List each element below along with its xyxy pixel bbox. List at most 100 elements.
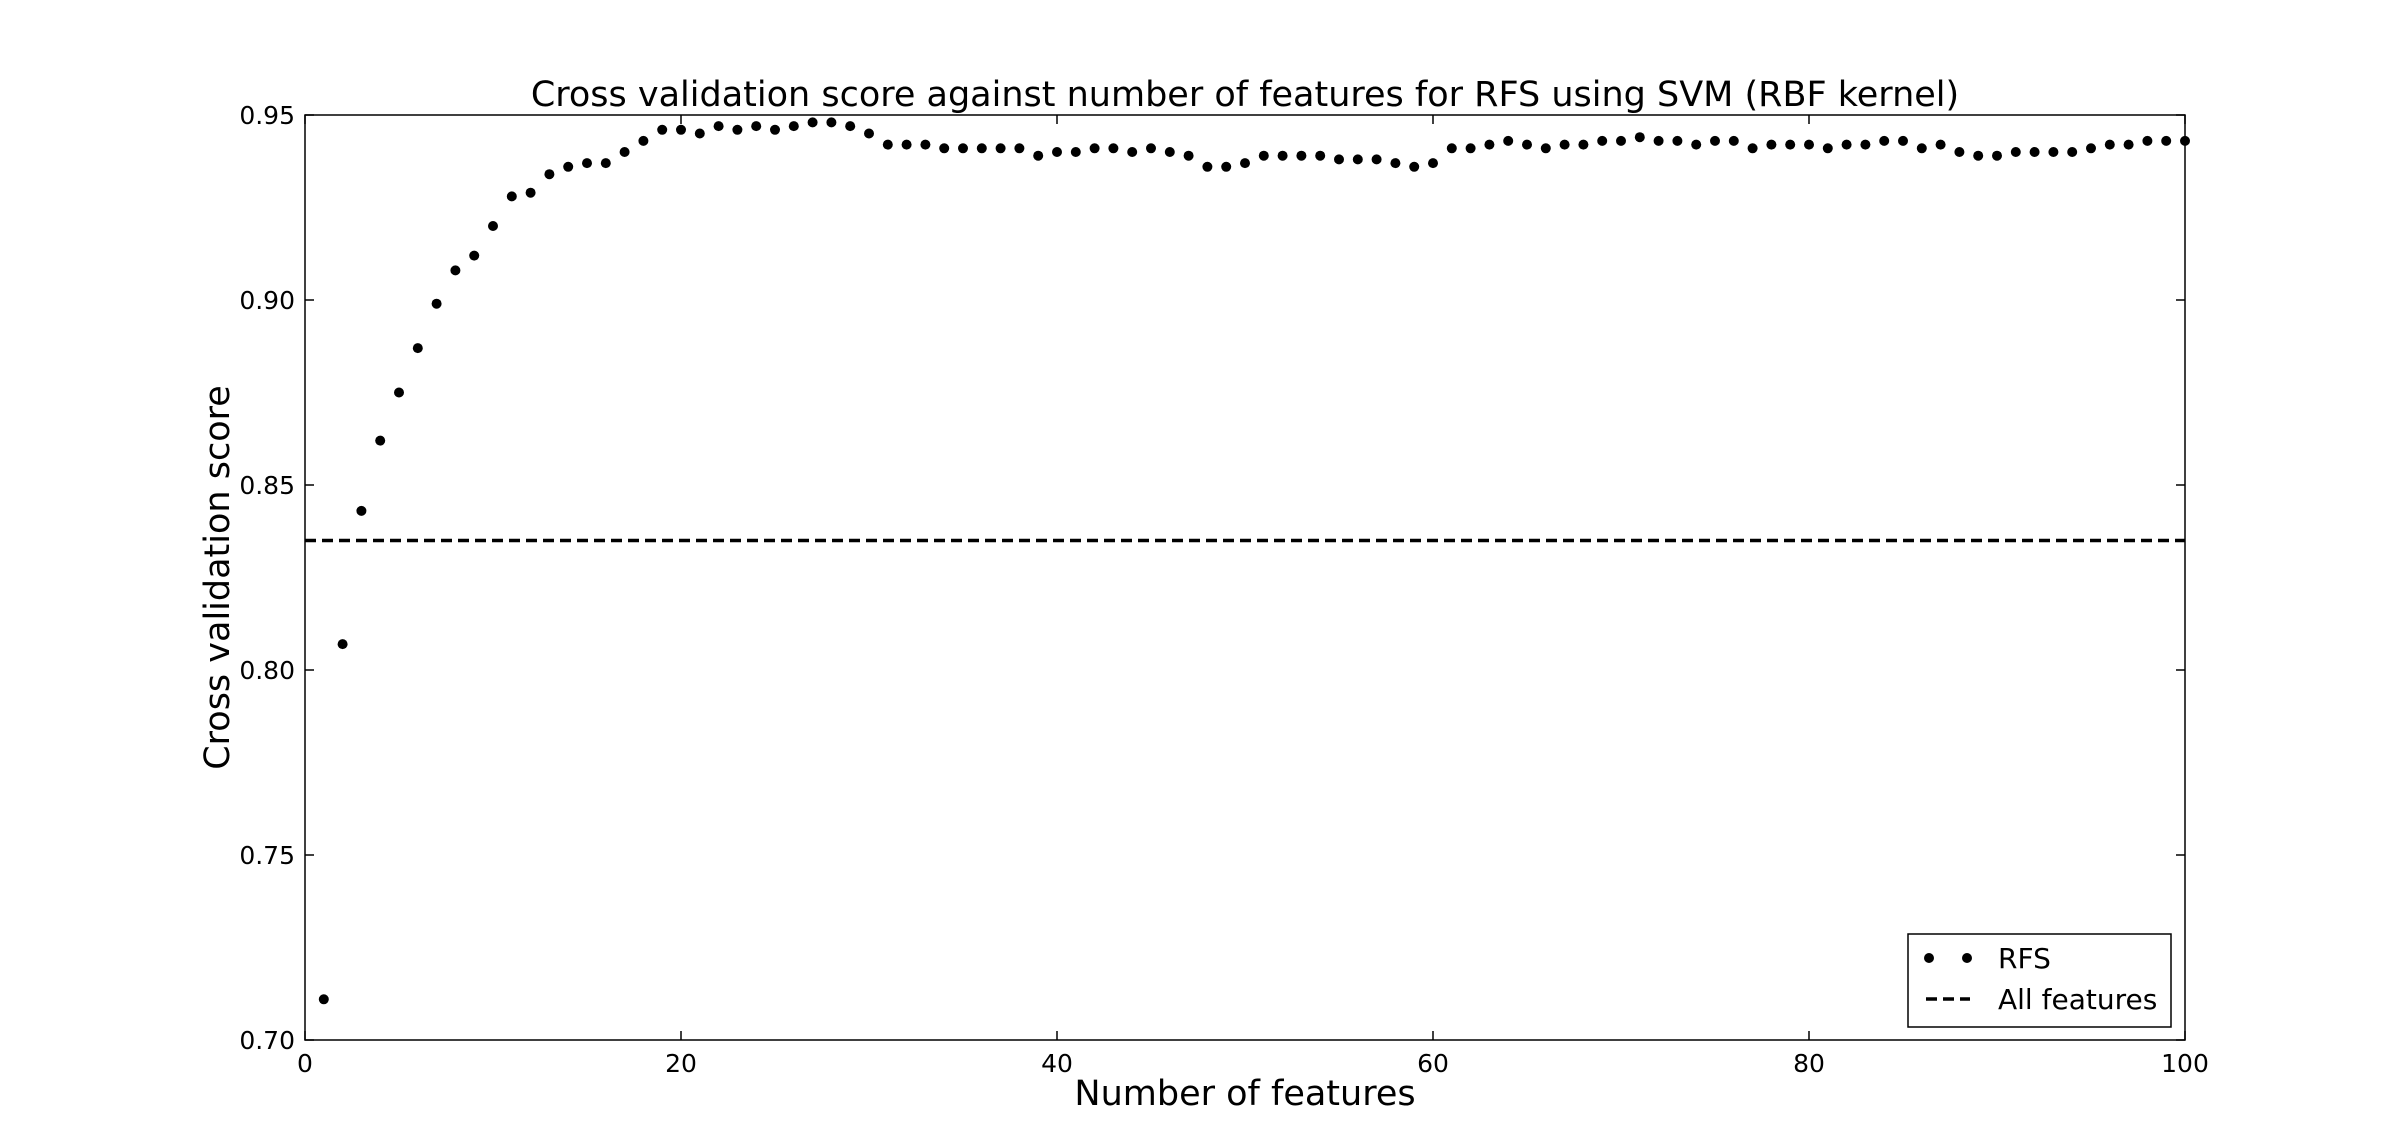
rfs-point — [1296, 150, 1307, 161]
rfs-point — [1841, 139, 1852, 150]
y-axis-ticks: 0.70 0.75 0.80 0.85 0.90 0.95 — [239, 101, 2185, 1055]
y-tick-label: 0.80 — [239, 656, 295, 685]
rfs-point — [544, 169, 555, 180]
legend-rfs-marker — [1962, 953, 1972, 963]
rfs-point — [1710, 135, 1720, 146]
rfs-point — [1146, 143, 1156, 154]
rfs-point — [1916, 143, 1927, 154]
rfs-point — [1559, 139, 1570, 150]
rfs-point — [1597, 135, 1608, 146]
legend-all-features-label: All features — [1998, 983, 2157, 1016]
rfs-point — [619, 147, 630, 157]
rfs-point — [751, 121, 762, 132]
rfs-point — [1484, 139, 1495, 150]
rfs-point — [1221, 161, 1232, 172]
rfs-point — [1240, 158, 1250, 169]
rfs-point — [525, 187, 536, 198]
rfs-point — [1728, 135, 1739, 146]
rfs-point — [1352, 154, 1363, 165]
rfs-point — [450, 265, 461, 276]
rfs-point — [1089, 143, 1100, 154]
rfs-point — [638, 135, 649, 146]
rfs-point — [412, 343, 423, 354]
rfs-points — [318, 117, 2190, 1005]
rfs-point — [1202, 161, 1213, 172]
rfs-point — [1747, 143, 1758, 154]
rfs-point — [1540, 143, 1551, 154]
rfs-point — [2180, 135, 2190, 146]
rfs-point — [2104, 139, 2115, 150]
rfs-point — [1428, 158, 1438, 169]
rfs-point — [1804, 139, 1814, 150]
legend: RFS All features — [1907, 933, 2172, 1028]
rfs-point — [1522, 139, 1532, 150]
rfs-point — [920, 139, 931, 150]
rfs-point — [2067, 147, 2078, 157]
rfs-point — [506, 191, 517, 202]
rfs-point — [676, 124, 686, 135]
rfs-point — [958, 143, 968, 154]
rfs-point — [1672, 135, 1683, 146]
rfs-point — [2123, 139, 2134, 150]
rfs-point — [2048, 147, 2059, 157]
rfs-point — [976, 143, 987, 154]
rfs-point — [1616, 135, 1626, 146]
rfs-point — [1898, 135, 1908, 146]
rfs-point — [901, 139, 912, 150]
x-tick-label: 20 — [665, 1049, 697, 1078]
rfs-point — [1879, 135, 1890, 146]
rfs-point — [1183, 150, 1194, 161]
rfs-point — [394, 387, 404, 398]
rfs-point — [1935, 139, 1946, 150]
rfs-point — [2010, 147, 2021, 157]
legend-rfs-marker — [1924, 953, 1934, 963]
rfs-point — [1766, 139, 1777, 150]
x-tick-label: 0 — [297, 1049, 313, 1078]
rfs-point — [788, 121, 799, 132]
rfs-point — [1653, 135, 1664, 146]
rfs-point — [1785, 139, 1796, 150]
y-tick-label: 0.70 — [239, 1026, 295, 1055]
x-tick-label: 100 — [2161, 1049, 2209, 1078]
rfs-point — [864, 128, 874, 139]
rfs-point — [356, 505, 367, 516]
rfs-point — [1033, 150, 1044, 161]
y-tick-label: 0.75 — [239, 841, 295, 870]
rfs-point — [488, 221, 498, 231]
rfs-point — [1954, 147, 1965, 157]
y-axis-label: Cross validation score — [198, 385, 238, 770]
rfs-point — [582, 158, 592, 169]
rfs-point — [657, 124, 668, 135]
rfs-point — [1634, 132, 1645, 143]
rfs-point — [1446, 143, 1457, 154]
rfs-point — [1409, 161, 1420, 172]
rfs-point — [826, 117, 837, 128]
rfs-point — [2029, 147, 2040, 157]
rfs-point — [1164, 147, 1175, 157]
rfs-point — [2086, 143, 2096, 154]
rfs-point — [1822, 143, 1833, 154]
rfs-point — [1070, 147, 1081, 157]
y-tick-label: 0.95 — [239, 101, 295, 130]
rfs-point — [807, 117, 818, 128]
rfs-point — [1860, 139, 1871, 150]
legend-rfs-label: RFS — [1998, 942, 2051, 975]
plot-area — [304, 114, 2186, 1041]
rfs-point — [939, 143, 950, 154]
x-tick-label: 80 — [1793, 1049, 1825, 1078]
chart-title: Cross validation score against number of… — [531, 75, 1959, 115]
rfs-point — [1371, 154, 1382, 165]
rfs-point — [1503, 135, 1514, 146]
legend-box — [1907, 933, 2172, 1028]
x-axis-label: Number of features — [1074, 1074, 1415, 1114]
y-tick-label: 0.85 — [239, 471, 295, 500]
rfs-point — [1014, 143, 1025, 154]
rfs-point — [882, 139, 893, 150]
rfs-point — [1108, 143, 1119, 154]
rfs-point — [2142, 135, 2153, 146]
rfs-point — [1334, 154, 1344, 165]
rfs-point — [375, 435, 386, 446]
rfs-point — [694, 128, 705, 139]
y-tick-label: 0.90 — [239, 286, 295, 315]
rfs-point — [1390, 158, 1401, 169]
